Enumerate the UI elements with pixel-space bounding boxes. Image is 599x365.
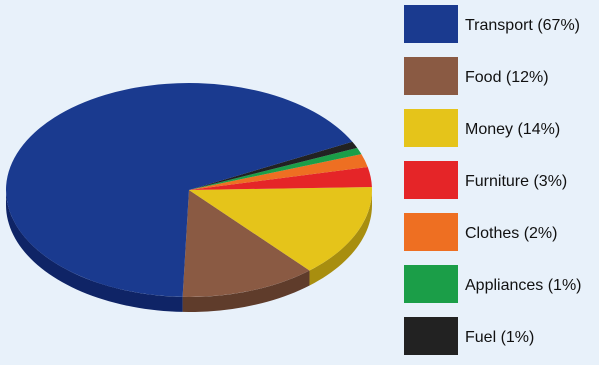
legend-swatch-fuel xyxy=(404,317,458,355)
pie-slice-side-transport xyxy=(6,190,183,312)
pie-slice-food xyxy=(182,190,310,297)
legend: Transport (67%) Food (12%) Money (14%) Furn… xyxy=(404,5,582,355)
legend-swatch-appliances xyxy=(404,265,458,303)
legend-swatch-clothes xyxy=(404,213,458,251)
legend-label-transport: Transport (67%) xyxy=(465,17,580,34)
legend-swatch-food xyxy=(404,57,458,95)
pie-slice-transport xyxy=(5,82,353,297)
pie-slice-appliances xyxy=(189,147,362,190)
legend-label-food: Food (12%) xyxy=(465,69,549,86)
legend-label-fuel: Fuel (1%) xyxy=(465,329,534,346)
pie-slice-side-food xyxy=(182,270,310,312)
legend-label-appliances: Appliances (1%) xyxy=(465,277,582,294)
legend-label-furniture: Furniture (3%) xyxy=(465,173,567,190)
legend-label-money: Money (14%) xyxy=(465,121,560,138)
pie-slice-money xyxy=(189,187,373,271)
legend-swatch-furniture xyxy=(404,161,458,199)
pie-slice-furniture xyxy=(189,167,372,190)
pie-slice-clothes xyxy=(189,154,368,190)
legend-label-clothes: Clothes (2%) xyxy=(465,225,557,242)
legend-swatch-transport xyxy=(404,5,458,43)
legend-swatch-money xyxy=(404,109,458,147)
pie-slice-side-money xyxy=(309,190,372,286)
pie-layer xyxy=(5,82,373,312)
pie-slice-fuel xyxy=(189,141,358,190)
